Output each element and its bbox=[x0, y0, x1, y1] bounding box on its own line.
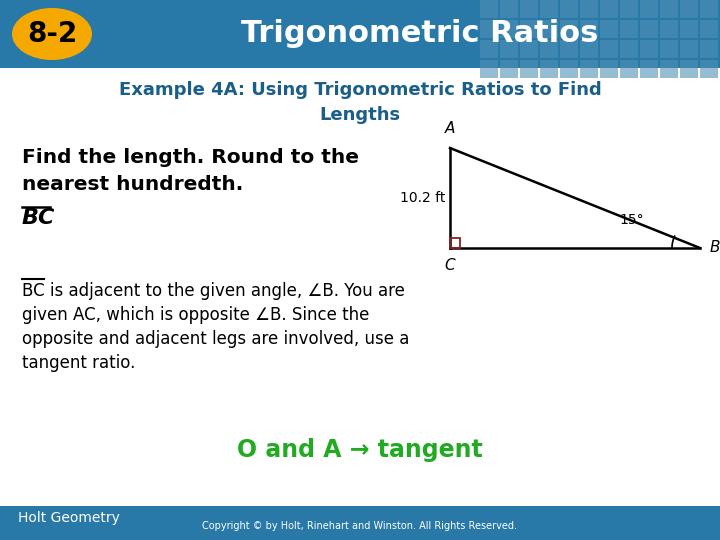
Bar bbox=[540, 20, 558, 38]
Text: opposite and adjacent legs are involved, use a: opposite and adjacent legs are involved,… bbox=[22, 330, 410, 348]
Text: given AC, which is opposite ∠B. Since the: given AC, which is opposite ∠B. Since th… bbox=[22, 306, 369, 324]
Bar bbox=[580, 40, 598, 58]
Text: C: C bbox=[445, 258, 455, 273]
Bar bbox=[600, 40, 618, 58]
Text: 10.2 ft: 10.2 ft bbox=[400, 191, 445, 205]
Text: 8-2: 8-2 bbox=[27, 20, 77, 48]
Text: nearest hundredth.: nearest hundredth. bbox=[22, 175, 243, 194]
Bar bbox=[480, 40, 498, 58]
Bar bbox=[680, 0, 698, 18]
Text: B: B bbox=[710, 240, 720, 255]
Bar bbox=[700, 40, 718, 58]
Text: BC: BC bbox=[22, 208, 55, 228]
Text: Holt Geometry: Holt Geometry bbox=[18, 511, 120, 525]
Bar bbox=[580, 20, 598, 38]
Bar bbox=[480, 60, 498, 78]
Bar bbox=[640, 20, 658, 38]
Bar bbox=[500, 0, 518, 18]
Text: Example 4A: Using Trigonometric Ratios to Find: Example 4A: Using Trigonometric Ratios t… bbox=[119, 81, 601, 99]
Bar bbox=[500, 60, 518, 78]
Text: A: A bbox=[445, 121, 455, 136]
Text: tangent ratio.: tangent ratio. bbox=[22, 354, 135, 372]
Text: BC is adjacent to the given angle, ∠B. You are: BC is adjacent to the given angle, ∠B. Y… bbox=[22, 282, 405, 300]
Text: Trigonometric Ratios: Trigonometric Ratios bbox=[241, 19, 599, 49]
Bar bbox=[520, 60, 538, 78]
Bar bbox=[520, 40, 538, 58]
Bar bbox=[680, 40, 698, 58]
Text: Find the length. Round to the: Find the length. Round to the bbox=[22, 148, 359, 167]
Bar bbox=[560, 20, 578, 38]
Bar bbox=[500, 20, 518, 38]
Bar bbox=[540, 40, 558, 58]
Text: Lengths: Lengths bbox=[320, 106, 400, 124]
Bar bbox=[600, 0, 618, 18]
Bar bbox=[620, 0, 638, 18]
Bar bbox=[560, 40, 578, 58]
Bar bbox=[480, 0, 498, 18]
Bar bbox=[620, 60, 638, 78]
Text: Copyright © by Holt, Rinehart and Winston. All Rights Reserved.: Copyright © by Holt, Rinehart and Winsto… bbox=[202, 521, 518, 531]
Bar bbox=[560, 60, 578, 78]
Ellipse shape bbox=[12, 8, 92, 60]
Bar bbox=[680, 60, 698, 78]
Bar bbox=[660, 20, 678, 38]
Bar bbox=[540, 0, 558, 18]
Text: 15°: 15° bbox=[620, 213, 644, 227]
Bar bbox=[620, 40, 638, 58]
Bar bbox=[700, 60, 718, 78]
Bar bbox=[660, 60, 678, 78]
Bar bbox=[560, 0, 578, 18]
Bar bbox=[620, 20, 638, 38]
Bar bbox=[640, 0, 658, 18]
Bar bbox=[680, 20, 698, 38]
Bar bbox=[520, 20, 538, 38]
Bar bbox=[0, 506, 720, 540]
Bar bbox=[660, 0, 678, 18]
Bar bbox=[700, 20, 718, 38]
Bar bbox=[580, 60, 598, 78]
Bar bbox=[480, 20, 498, 38]
Bar bbox=[640, 40, 658, 58]
Bar bbox=[540, 60, 558, 78]
Bar bbox=[640, 60, 658, 78]
Bar bbox=[660, 40, 678, 58]
Bar bbox=[0, 0, 720, 68]
Bar bbox=[600, 20, 618, 38]
Bar bbox=[500, 40, 518, 58]
Bar bbox=[0, 68, 720, 135]
Text: O and A → tangent: O and A → tangent bbox=[237, 438, 483, 462]
Bar bbox=[600, 60, 618, 78]
Bar bbox=[520, 0, 538, 18]
Bar bbox=[580, 0, 598, 18]
Bar bbox=[700, 0, 718, 18]
